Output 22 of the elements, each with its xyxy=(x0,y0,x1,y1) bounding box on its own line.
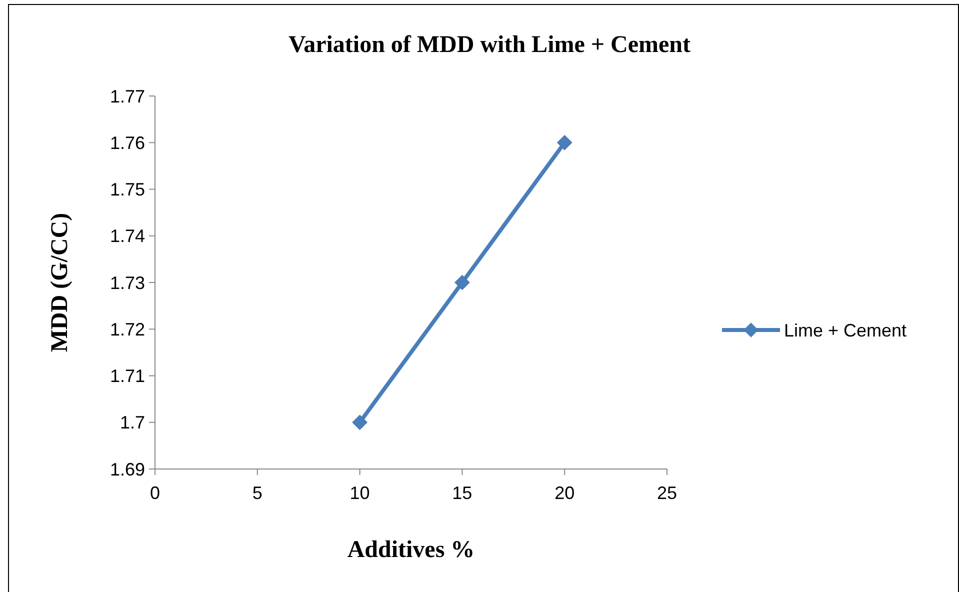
x-tick-label: 25 xyxy=(656,483,678,503)
y-tick-label: 1.75 xyxy=(110,180,145,200)
y-axis-title: MDD (G/CC) xyxy=(47,212,73,352)
y-tick-label: 1.73 xyxy=(110,272,145,293)
legend-label: Lime + Cement xyxy=(784,320,907,340)
chart-title: Variation of MDD with Lime + Cement xyxy=(288,32,691,58)
x-tick-label: 20 xyxy=(554,483,575,503)
x-tick-label: 10 xyxy=(350,483,370,503)
x-tick-label: 15 xyxy=(452,483,472,503)
point xyxy=(352,414,368,430)
point xyxy=(454,274,470,290)
y-tick-label: 1.71 xyxy=(110,366,145,386)
y-tick-label: 1.7 xyxy=(120,412,145,433)
point xyxy=(556,134,572,150)
x-tick-label: 5 xyxy=(252,483,262,503)
y-tick-label: 1.77 xyxy=(110,86,145,106)
x-tick-label: 0 xyxy=(150,483,160,503)
y-tick-label: 1.72 xyxy=(110,319,145,340)
y-tick-label: 1.74 xyxy=(110,226,145,246)
x-axis-title: Additives % xyxy=(347,537,475,563)
y-tick-label: 1.69 xyxy=(110,459,145,480)
y-tick-label: 1.76 xyxy=(110,132,145,153)
